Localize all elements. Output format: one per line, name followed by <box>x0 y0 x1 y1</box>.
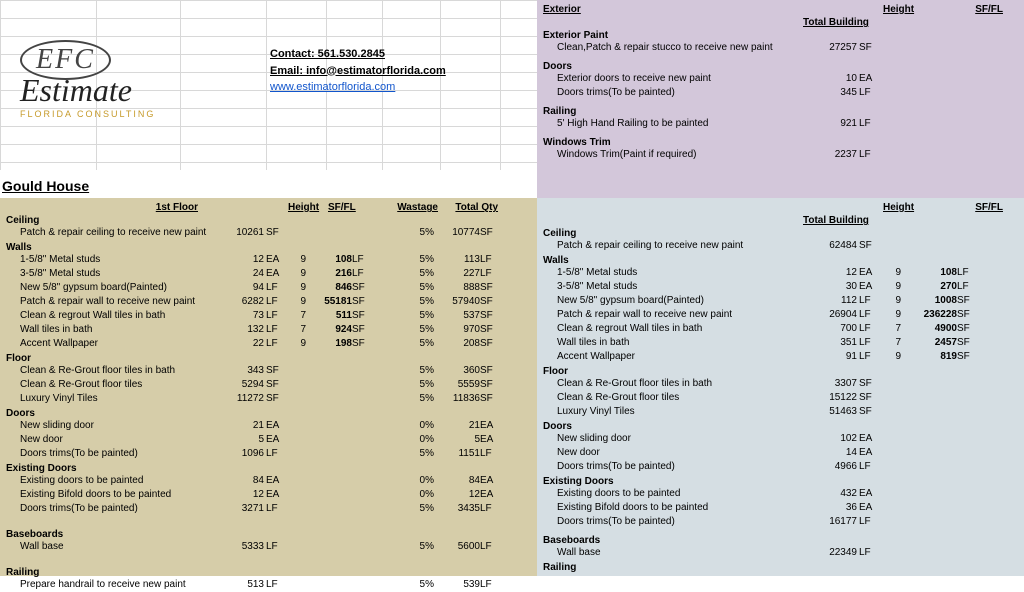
table-row: Wall base22349 LF <box>543 546 1018 560</box>
logo-word: Estimate <box>20 72 155 109</box>
col-sffl-tr: SF/FL <box>943 4 1003 15</box>
contact-email: Email: info@estimatorflorida.com <box>270 65 446 77</box>
table-row: Windows Trim(Paint if required)2237 LF <box>543 148 1018 162</box>
table-row: New sliding door21 EA 0%21 EA <box>6 419 531 433</box>
section-existing-doors: Existing Doors <box>6 463 531 474</box>
section-walls: Walls <box>6 242 531 253</box>
panel-first-floor: 1st Floor Height SF/FL Wastage Total Qty… <box>0 198 537 576</box>
table-row: Clean & regrout Wall tiles in bath73 LF7… <box>6 309 531 323</box>
col-wastage: Wastage <box>372 202 438 213</box>
table-row: Existing Bifold doors to be painted36 EA <box>543 501 1018 515</box>
section-ceiling: Ceiling <box>543 228 1018 239</box>
section-railing: Railing <box>6 567 531 578</box>
table-row: Existing Bifold doors to be painted12 EA… <box>6 488 531 502</box>
col-sffl-br: SF/FL <box>943 202 1003 213</box>
table-row: Clean & Re-Grout floor tiles5294 SF 5%55… <box>6 378 531 392</box>
table-row: Wall base5333 LF 5%5600 LF <box>6 540 531 554</box>
section-exterior-paint: Exterior Paint <box>543 30 1018 41</box>
panel-total-building: Height SF/FL Total Building CeilingPatch… <box>537 198 1024 576</box>
section-railing: Railing <box>543 562 1018 573</box>
panel-exterior: Exterior Height SF/FL Total Building Ext… <box>537 0 1024 198</box>
table-row: Wall tiles in bath132 LF7924 SF5%970 SF <box>6 323 531 337</box>
left-header: 1st Floor Height SF/FL Wastage Total Qty <box>6 202 531 213</box>
col-height-br: Height <box>883 202 943 213</box>
first-floor-label: 1st Floor <box>156 202 198 213</box>
section-existing-doors: Existing Doors <box>543 476 1018 487</box>
table-row: Doors trims(To be painted)345 LF <box>543 86 1018 100</box>
section-doors: Doors <box>543 61 1018 72</box>
section-floor: Floor <box>543 366 1018 377</box>
total-building-label-br: Total Building <box>543 215 1018 226</box>
col-height-tr: Height <box>883 4 943 15</box>
section-ceiling: Ceiling <box>6 215 531 226</box>
table-row: 3-5/8" Metal studs24 EA9216 LF5%227 LF <box>6 267 531 281</box>
total-building-label-tr: Total Building <box>543 17 1018 28</box>
table-row: Patch & repair wall to receive new paint… <box>543 308 1018 322</box>
section-baseboards: Baseboards <box>6 529 531 540</box>
section-doors: Doors <box>6 408 531 419</box>
section-walls: Walls <box>543 255 1018 266</box>
left-body: CeilingPatch & repair ceiling to receive… <box>6 215 531 592</box>
table-row: 5' High Hand Railing to be painted921 LF <box>543 117 1018 131</box>
project-title: Gould House <box>2 178 89 194</box>
table-row: Doors trims(To be painted)3271 LF 5%3435… <box>6 502 531 516</box>
table-row: Existing doors to be painted84 EA 0%84 E… <box>6 474 531 488</box>
br-body: CeilingPatch & repair ceiling to receive… <box>543 228 1018 573</box>
table-row: 3-5/8" Metal studs30 EA9270 LF <box>543 280 1018 294</box>
contact-block: Contact: 561.530.2845 Email: info@estima… <box>270 46 446 96</box>
table-row: 1-5/8" Metal studs12 EA9108 LF5%113 LF <box>6 253 531 267</box>
table-row: Exterior doors to receive new paint10 EA <box>543 72 1018 86</box>
logo-subtitle: FLORIDA CONSULTING <box>20 109 155 119</box>
table-row: New 5/8" gypsum board(Painted)94 LF9846 … <box>6 281 531 295</box>
table-row: New door14 EA <box>543 446 1018 460</box>
section-baseboards: Baseboards <box>543 535 1018 546</box>
table-row: Luxury Vinyl Tiles51463 SF <box>543 405 1018 419</box>
table-row: Wall tiles in bath351 LF72457 SF <box>543 336 1018 350</box>
table-row: Clean & Re-Grout floor tiles in bath3307… <box>543 377 1018 391</box>
table-row: Clean,Patch & repair stucco to receive n… <box>543 41 1018 55</box>
table-row: Prepare handrail to receive new paint513… <box>6 578 531 592</box>
exterior-title: Exterior <box>543 4 803 15</box>
table-row: Clean & Re-Grout floor tiles15122 SF <box>543 391 1018 405</box>
col-height: Height <box>288 202 328 213</box>
table-row: New door5 EA 0%5 EA <box>6 433 531 447</box>
table-row: New 5/8" gypsum board(Painted)112 LF9100… <box>543 294 1018 308</box>
table-row: Clean & regrout Wall tiles in bath700 LF… <box>543 322 1018 336</box>
table-row: 1-5/8" Metal studs12 EA9108 LF <box>543 266 1018 280</box>
table-row: Doors trims(To be painted)1096 LF 5%1151… <box>6 447 531 461</box>
table-row: Luxury Vinyl Tiles11272 SF 5%11836 SF <box>6 392 531 406</box>
table-row: Accent Wallpaper22 LF9198 SF5%208 SF <box>6 337 531 351</box>
table-row: Doors trims(To be painted)4966 LF <box>543 460 1018 474</box>
table-row: Patch & repair ceiling to receive new pa… <box>543 239 1018 253</box>
botright-header: Height SF/FL <box>543 202 1018 213</box>
table-row: New sliding door102 EA <box>543 432 1018 446</box>
section-doors: Doors <box>543 421 1018 432</box>
contact-phone: Contact: 561.530.2845 <box>270 48 385 60</box>
table-row: Doors trims(To be painted)16177 LF <box>543 515 1018 529</box>
table-row: Patch & repair ceiling to receive new pa… <box>6 226 531 240</box>
col-sffl: SF/FL <box>328 202 372 213</box>
table-row: Clean & Re-Grout floor tiles in bath343 … <box>6 364 531 378</box>
tr-body: Exterior PaintClean,Patch & repair stucc… <box>543 30 1018 162</box>
logo: EFC Estimate FLORIDA CONSULTING <box>20 40 155 119</box>
contact-url[interactable]: www.estimatorflorida.com <box>270 81 395 93</box>
section-windows-trim: Windows Trim <box>543 137 1018 148</box>
section-floor: Floor <box>6 353 531 364</box>
table-row: Existing doors to be painted432 EA <box>543 487 1018 501</box>
table-row: Accent Wallpaper91 LF9819 SF <box>543 350 1018 364</box>
table-row: Patch & repair wall to receive new paint… <box>6 295 531 309</box>
section-railing: Railing <box>543 106 1018 117</box>
exterior-header: Exterior Height SF/FL <box>543 4 1018 15</box>
col-totalqty: Total Qty <box>438 202 498 213</box>
